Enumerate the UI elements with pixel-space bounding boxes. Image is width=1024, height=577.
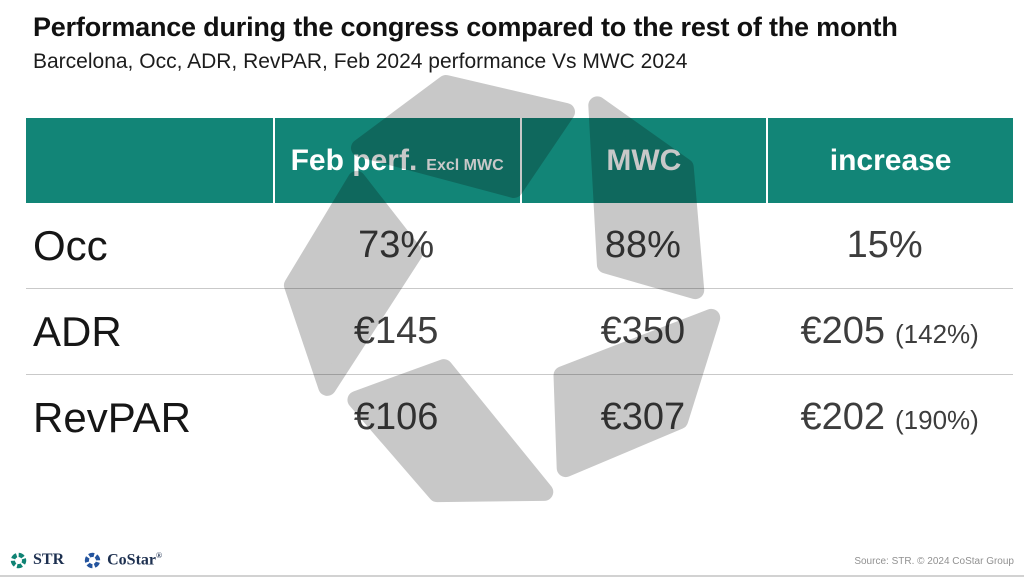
cell-occ-mwc: 88%	[604, 224, 681, 266]
table-row-occ: Occ 73% 88% 15%	[26, 203, 1013, 289]
slide-bottom-edge	[0, 575, 1024, 577]
page-title: Performance during the congress compared…	[33, 12, 898, 42]
table-header-row: Feb perf. Excl MWC MWC increase	[26, 118, 1013, 203]
cell-adr-mwc: €350	[600, 310, 686, 352]
footer-logos: STR CoStar®	[10, 551, 162, 569]
cell-revpar-mwc: €307	[600, 396, 686, 438]
cell-occ-increase-value: 15%	[846, 224, 923, 266]
cell-revpar-increase-value: €202	[800, 396, 885, 438]
cell-revpar-increase-note: (190%)	[894, 405, 979, 435]
cell-occ-increase: 15%	[766, 224, 1013, 267]
cell-adr-increase: €205 (142%)	[766, 310, 1013, 353]
table-header-blank	[26, 118, 273, 203]
table-row-adr: ADR €145 €350 €205 (142%)	[26, 289, 1013, 375]
table-row-revpar: RevPAR €106 €307 €202 (190%)	[26, 375, 1013, 460]
cell-adr-increase-note: (142%)	[894, 319, 979, 349]
cell-revpar-increase: €202 (190%)	[766, 396, 1013, 439]
cell-revpar-feb: €106	[353, 396, 439, 438]
costar-logo-label: CoStar®	[107, 551, 162, 569]
row-label-adr: ADR	[33, 307, 122, 355]
str-logo-label: STR	[33, 551, 65, 569]
cell-occ-feb: 73%	[358, 224, 435, 266]
cell-adr-increase-value: €205	[800, 310, 885, 352]
costar-trademark: ®	[156, 551, 162, 560]
costar-logo-icon	[84, 552, 101, 568]
source-attribution: Source: STR. © 2024 CoStar Group	[854, 556, 1014, 567]
str-logo-icon	[10, 552, 27, 568]
table-header-increase: increase	[766, 118, 1013, 203]
performance-table: Feb perf. Excl MWC MWC increase Occ 73% …	[26, 118, 1013, 460]
table-header-excl-mwc-label: Excl MWC	[426, 156, 504, 174]
table-header-mwc: MWC	[519, 118, 767, 203]
page-subtitle: Barcelona, Occ, ADR, RevPAR, Feb 2024 pe…	[33, 50, 688, 73]
costar-logo-text: CoStar	[107, 551, 157, 569]
table-header-feb-perf-label: Feb perf.	[290, 143, 418, 177]
row-label-revpar: RevPAR	[33, 393, 191, 441]
table-header-feb-perf: Feb perf. Excl MWC	[272, 118, 520, 203]
cell-adr-feb: €145	[353, 310, 439, 352]
row-label-occ: Occ	[33, 221, 108, 269]
